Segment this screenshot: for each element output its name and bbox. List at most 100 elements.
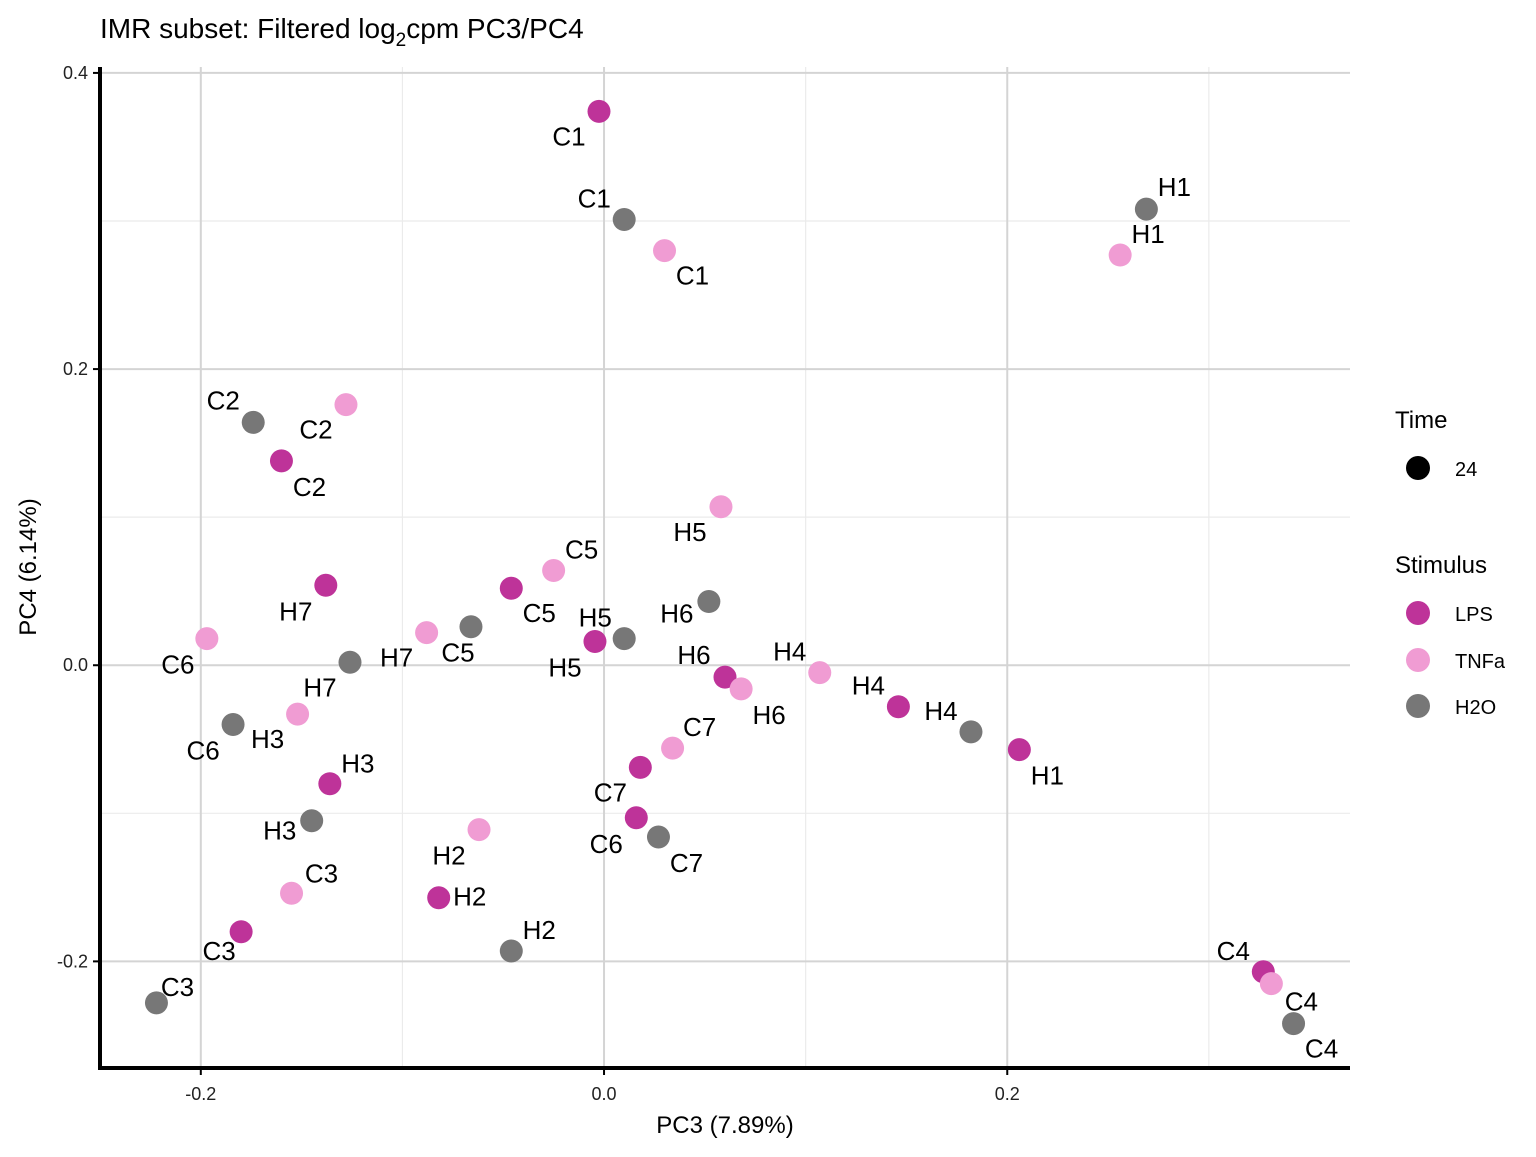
point-tnfa-h2: [467, 818, 491, 842]
point-label: H5: [673, 517, 706, 547]
point-label: C6: [590, 829, 623, 859]
point-label: C4: [1285, 987, 1318, 1017]
point-h2o-c7: [646, 825, 670, 849]
point-lps-c6: [624, 806, 648, 830]
point-label: H3: [263, 816, 296, 846]
point-label: H6: [753, 700, 786, 730]
point-label: C1: [578, 184, 611, 214]
y-tick-label: 0.4: [63, 63, 88, 83]
point-tnfa-h6: [729, 677, 753, 701]
point-h2o-c4: [1282, 1012, 1306, 1036]
point-h2o-h7: [338, 650, 362, 674]
point-lps-h2: [427, 886, 451, 910]
point-h2o-h5: [612, 627, 636, 651]
point-label: C4: [1305, 1034, 1338, 1064]
legend-swatch-h2o: [1406, 694, 1430, 718]
point-tnfa-c5: [542, 558, 566, 582]
legend-time-title: Time: [1395, 407, 1447, 434]
point-label: H1: [1132, 219, 1165, 249]
point-label: C1: [676, 261, 709, 291]
point-label: C2: [299, 415, 332, 445]
point-label: C6: [161, 650, 194, 680]
legend-label-h2o: H2O: [1455, 697, 1496, 719]
point-lps-h1: [1007, 738, 1031, 762]
point-lps-c1: [587, 99, 611, 123]
point-tnfa-c4: [1259, 972, 1283, 996]
point-label: C5: [523, 598, 556, 628]
point-h2o-h2: [499, 939, 523, 963]
point-label: C3: [305, 858, 338, 888]
point-label: C2: [207, 385, 240, 415]
point-h2o-h1: [1134, 197, 1158, 221]
point-h2o-c3: [144, 991, 168, 1015]
point-lps-c5: [499, 576, 523, 600]
point-tnfa-h7: [415, 621, 439, 645]
point-label: H5: [548, 653, 581, 683]
point-label: C6: [186, 735, 219, 765]
point-label: C7: [670, 848, 703, 878]
point-tnfa-h5: [709, 495, 733, 519]
point-h2o-h4: [959, 720, 983, 744]
legend-swatch-tnfa: [1406, 648, 1430, 672]
point-label: H4: [852, 671, 885, 701]
point-tnfa-c6: [195, 627, 219, 651]
legend-swatch-lps: [1406, 601, 1430, 625]
point-h2o-c5: [459, 615, 483, 639]
point-h2o-c1: [612, 208, 636, 232]
point-lps-h3: [318, 772, 342, 796]
point-tnfa-h4: [808, 661, 832, 685]
point-label: H1: [1031, 761, 1064, 791]
point-label: C2: [293, 472, 326, 502]
legend: Time 24 Stimulus LPS TNFa H2O: [1395, 407, 1506, 719]
point-label: H7: [380, 643, 413, 673]
point-label: C7: [683, 712, 716, 742]
legend-time-swatch: [1406, 456, 1430, 480]
point-label: C3: [203, 936, 236, 966]
point-h2o-c6: [221, 712, 245, 736]
point-tnfa-h1: [1108, 243, 1132, 267]
point-label: H7: [279, 596, 312, 626]
grid-lines: [100, 67, 1350, 1068]
point-label: H7: [303, 672, 336, 702]
y-tick-label: 0.2: [63, 359, 88, 379]
point-label: H4: [773, 637, 806, 667]
point-tnfa-c3: [280, 881, 304, 905]
point-lps-c2: [269, 449, 293, 473]
point-lps-h6: [713, 665, 737, 689]
point-h2o-c2: [241, 410, 265, 434]
point-label: C1: [552, 121, 585, 151]
point-tnfa-c1: [653, 239, 677, 263]
data-points: [144, 99, 1306, 1036]
point-labels: C1 C2 H7 C5 H5 H6 H4 H1 H3 C7 C6 H2 C3 C4 C1 H1 C2 H5 C5 H7…: [161, 121, 1338, 1063]
point-h2o-h6: [697, 590, 721, 614]
point-label: H1: [1158, 172, 1191, 202]
point-tnfa-c7: [661, 736, 685, 760]
y-axis-title: PC4 (6.14%): [15, 498, 42, 635]
legend-time-label: 24: [1455, 459, 1477, 481]
chart-title: IMR subset: Filtered log2cpm PC3/PC4: [100, 13, 584, 51]
point-tnfa-h3: [286, 702, 310, 726]
point-label: H2: [432, 841, 465, 871]
axes: -0.2 0.0 0.2 -0.2 0.0 0.2 0.4: [57, 63, 1350, 1104]
point-label: C7: [594, 777, 627, 807]
point-lps-h4: [886, 695, 910, 719]
point-label: H5: [579, 603, 612, 633]
point-label: H2: [523, 915, 556, 945]
x-tick-label: 0.2: [995, 1084, 1020, 1104]
point-lps-h7: [314, 573, 338, 597]
point-label: C5: [565, 534, 598, 564]
point-label: C4: [1217, 936, 1250, 966]
point-label: H6: [660, 599, 693, 629]
point-lps-c3: [229, 920, 253, 944]
legend-label-lps: LPS: [1455, 604, 1493, 626]
point-lps-h5: [583, 630, 607, 654]
point-label: C5: [441, 638, 474, 668]
point-label: H3: [251, 724, 284, 754]
point-label: H2: [453, 882, 486, 912]
x-axis-title: PC3 (7.89%): [656, 1112, 793, 1139]
y-tick-label: -0.2: [57, 951, 88, 971]
point-label: H4: [924, 696, 957, 726]
x-tick-label: 0.0: [592, 1084, 617, 1104]
point-tnfa-c2: [334, 393, 358, 417]
